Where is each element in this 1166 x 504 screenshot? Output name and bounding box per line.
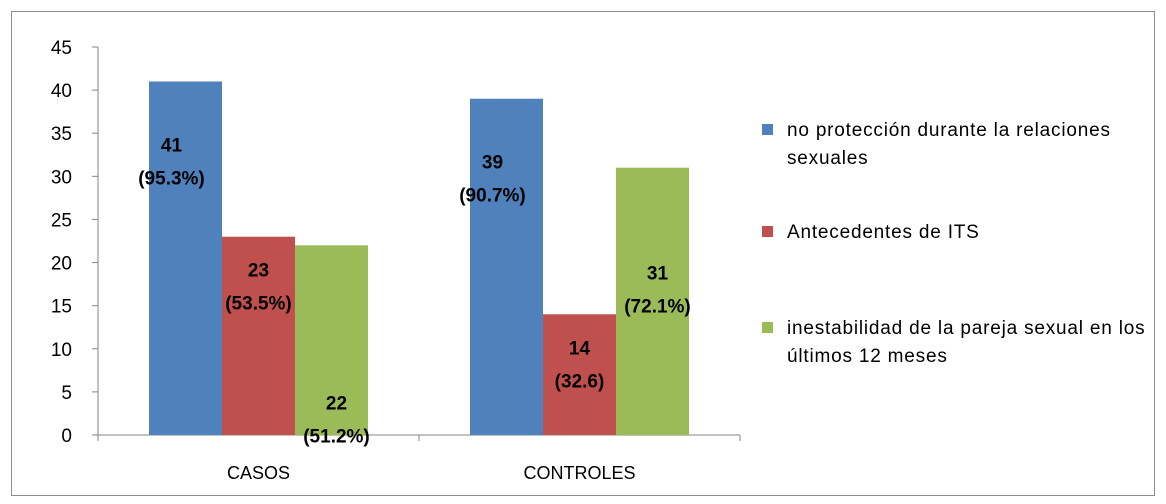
data-label: 39 xyxy=(482,153,503,174)
bar xyxy=(149,81,222,435)
data-label: 31 xyxy=(647,264,669,285)
bar xyxy=(222,236,295,435)
legend-item-inestabilidad: inestabilidad de la pareja sexual en los… xyxy=(762,315,1157,371)
x-category-label: CASOS xyxy=(227,463,290,483)
legend-label-inestabilidad: inestabilidad de la pareja sexual en los… xyxy=(787,318,1146,367)
y-tick-label: 15 xyxy=(51,297,72,318)
data-label: 23 xyxy=(248,261,269,282)
legend-item-antecedentes: Antecedentes de ITS xyxy=(762,219,1157,247)
bar xyxy=(616,167,689,435)
y-tick-label: 45 xyxy=(51,38,72,59)
y-tick-label: 0 xyxy=(61,426,72,447)
legend-swatch-red xyxy=(762,226,773,237)
y-tick-label: 10 xyxy=(51,340,72,361)
data-label: (90.7%) xyxy=(459,186,526,207)
x-category-label: CONTROLES xyxy=(523,463,635,483)
data-label: (53.5%) xyxy=(225,294,292,315)
y-tick-label: 40 xyxy=(51,81,72,102)
legend-swatch-blue xyxy=(762,124,773,135)
y-tick-label: 5 xyxy=(61,383,72,404)
data-label: 22 xyxy=(326,393,347,414)
y-tick-label: 20 xyxy=(51,254,72,275)
legend-label-no-proteccion: no protección durante la relaciones sexu… xyxy=(787,120,1111,169)
bar xyxy=(295,245,368,435)
data-label: (95.3%) xyxy=(138,168,205,189)
y-tick-label: 30 xyxy=(51,167,72,188)
legend-label-antecedentes: Antecedentes de ITS xyxy=(787,222,980,243)
y-tick-label: 25 xyxy=(51,210,72,231)
data-label: 41 xyxy=(161,135,183,156)
y-tick-label: 35 xyxy=(51,124,72,145)
data-label: (32.6) xyxy=(555,371,605,392)
data-label: 14 xyxy=(569,338,591,359)
data-label: (51.2%) xyxy=(303,426,370,447)
bar xyxy=(543,314,616,435)
legend-item-no-proteccion: no protección durante la relaciones sexu… xyxy=(762,117,1157,173)
bar xyxy=(470,98,543,435)
data-label: (72.1%) xyxy=(624,297,691,318)
legend-swatch-green xyxy=(762,322,773,333)
